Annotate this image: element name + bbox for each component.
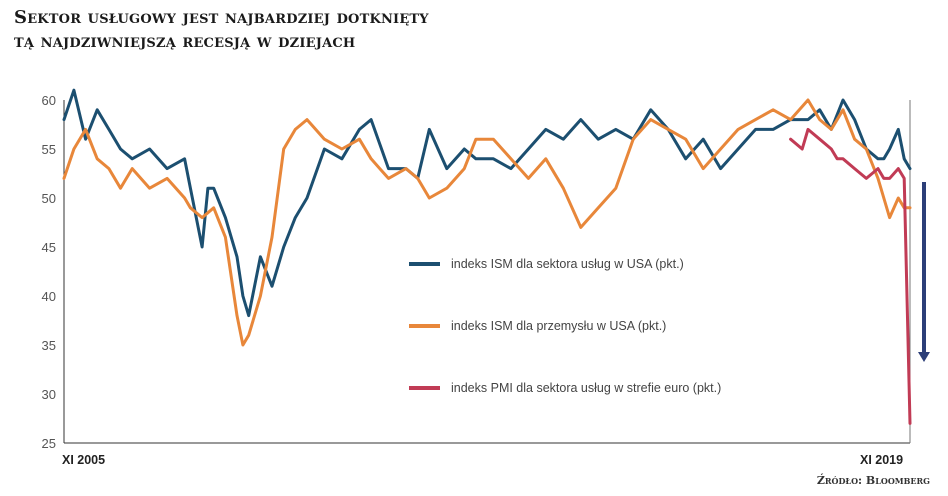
y-tick-label: 60 (42, 93, 56, 108)
down-arrow-icon (918, 182, 930, 362)
title-line-1: Sektor usługowy jest najbardziej dotknię… (14, 7, 429, 28)
legend-label-2: indeks ISM dla przemysłu w USA (pkt.) (451, 319, 666, 333)
source-note: Źródło: Bloomberg (816, 474, 930, 487)
chart-title: Sektor usługowy jest najbardziej dotknię… (14, 6, 429, 54)
y-tick-label: 30 (42, 387, 56, 402)
y-tick-label: 35 (42, 338, 56, 353)
y-tick-label: 25 (42, 436, 56, 451)
y-tick-label: 50 (42, 191, 56, 206)
title-line-2: tą najdziwniejszą recesją w dziejach (14, 31, 356, 52)
y-tick-label: 40 (42, 289, 56, 304)
legend: indeks ISM dla sektora usług w USA (pkt.… (409, 257, 721, 395)
y-tick-label: 55 (42, 142, 56, 157)
legend-label-3: indeks PMI dla sektora usług w strefie e… (451, 381, 721, 395)
series-line-3 (789, 127, 912, 425)
series-line-1 (62, 88, 912, 318)
y-tick-labels: 25 30 35 40 45 50 55 60 (42, 93, 56, 451)
x-start-label: XI 2005 (62, 453, 105, 467)
series-lines (62, 88, 912, 425)
y-tick-label: 45 (42, 240, 56, 255)
series-line-2 (62, 98, 912, 347)
legend-label-1: indeks ISM dla sektora usług w USA (pkt.… (451, 257, 684, 271)
x-end-label: XI 2019 (860, 453, 903, 467)
